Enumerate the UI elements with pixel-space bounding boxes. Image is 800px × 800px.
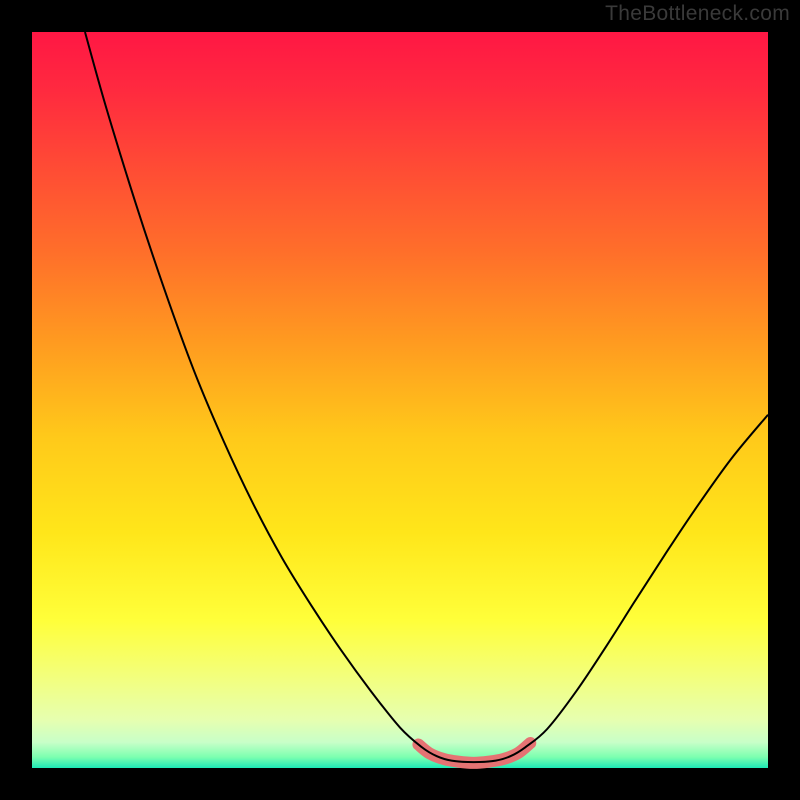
chart-container: TheBottleneck.com [0,0,800,800]
watermark-text: TheBottleneck.com [605,2,790,26]
bottleneck-chart [0,0,800,800]
chart-plot-background [32,32,768,768]
